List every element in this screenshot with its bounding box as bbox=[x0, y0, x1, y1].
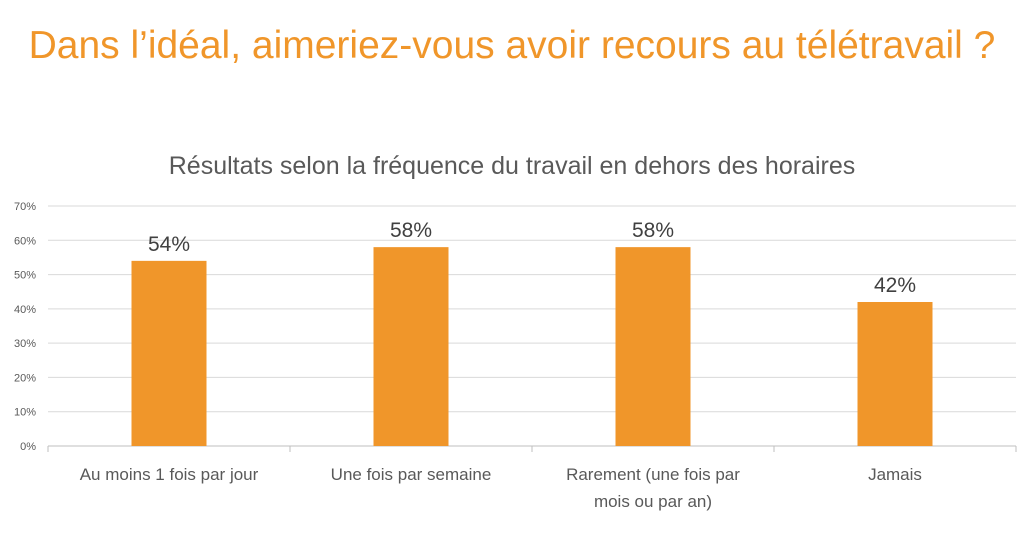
bar bbox=[615, 247, 691, 446]
y-tick-label: 20% bbox=[14, 372, 36, 384]
x-tick-label: Rarement (une fois par bbox=[566, 465, 740, 484]
y-tick-label: 40% bbox=[14, 304, 36, 316]
bar bbox=[373, 247, 449, 446]
bar bbox=[131, 260, 207, 446]
y-tick-label: 0% bbox=[20, 441, 36, 453]
y-tick-label: 30% bbox=[14, 338, 36, 350]
chart-subtitle: Résultats selon la fréquence du travail … bbox=[168, 152, 856, 180]
x-tick-label: Au moins 1 fois par jour bbox=[80, 465, 259, 484]
y-tick-label: 60% bbox=[14, 235, 36, 247]
data-label: 58% bbox=[390, 219, 432, 242]
x-tick-label: Jamais bbox=[868, 465, 922, 484]
data-label: 42% bbox=[874, 274, 916, 297]
data-label: 58% bbox=[632, 219, 674, 242]
x-tick-label: mois ou par an) bbox=[594, 492, 712, 511]
chart-title: Dans l’idéal, aimeriez-vous avoir recour… bbox=[28, 24, 996, 67]
y-tick-label: 10% bbox=[14, 407, 36, 419]
y-tick-label: 50% bbox=[14, 270, 36, 282]
data-label: 54% bbox=[148, 233, 190, 256]
x-tick-label: Une fois par semaine bbox=[331, 465, 492, 484]
y-tick-label: 70% bbox=[14, 201, 36, 213]
bar bbox=[857, 302, 933, 446]
